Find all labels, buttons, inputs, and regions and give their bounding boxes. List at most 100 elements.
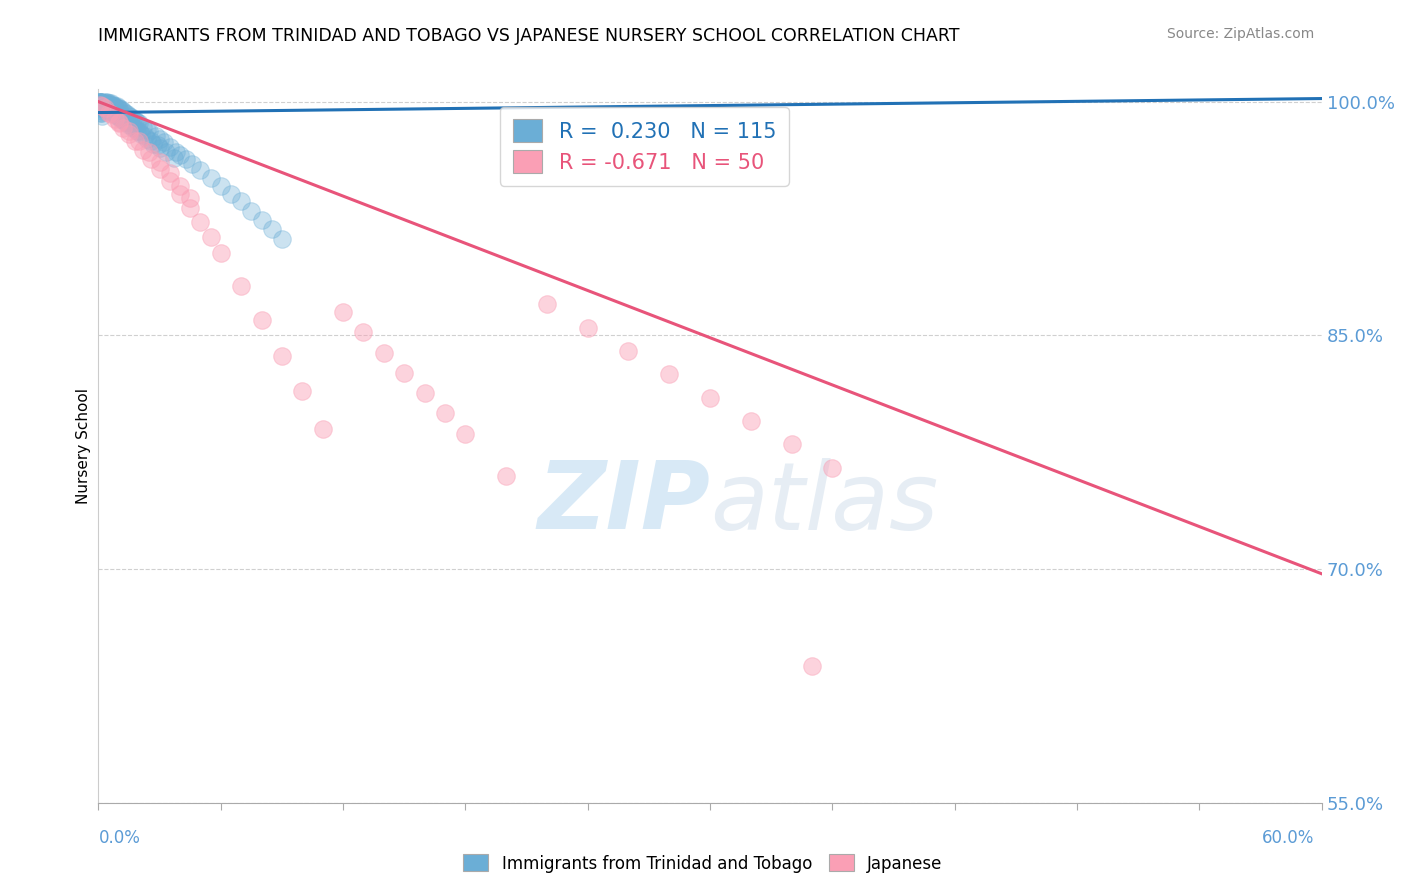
Point: [780, 437, 803, 451]
Point: [181, 157, 204, 171]
Point: [115, 115, 138, 129]
Point: [97, 96, 120, 111]
Point: [104, 99, 127, 113]
Point: [100, 103, 122, 118]
Point: [91, 96, 114, 111]
Point: [108, 103, 131, 117]
Point: [91, 103, 114, 118]
Point: [111, 112, 134, 126]
Point: [105, 101, 128, 115]
Point: [91, 97, 114, 112]
Point: [96, 97, 118, 112]
Text: 60.0%: 60.0%: [1263, 829, 1315, 847]
Point: [108, 115, 131, 129]
Point: [118, 109, 141, 123]
Point: [122, 121, 145, 136]
Point: [93, 97, 115, 112]
Point: [97, 105, 120, 120]
Point: [149, 132, 172, 146]
Point: [141, 134, 163, 148]
Point: [454, 426, 477, 441]
Point: [96, 99, 118, 113]
Point: [108, 101, 131, 115]
Point: [91, 101, 114, 115]
Point: [132, 120, 155, 134]
Point: [100, 103, 122, 117]
Point: [159, 140, 181, 154]
Point: [108, 116, 131, 130]
Point: [89, 95, 111, 109]
Point: [219, 186, 242, 201]
Point: [93, 101, 115, 115]
Point: [124, 121, 146, 136]
Point: [93, 101, 115, 115]
Point: [149, 161, 172, 176]
Point: [89, 97, 111, 112]
Point: [91, 99, 114, 113]
Point: [89, 99, 111, 113]
Point: [91, 109, 114, 123]
Point: [169, 147, 191, 161]
Point: [91, 95, 114, 109]
Point: [136, 132, 159, 146]
Point: [270, 349, 294, 363]
Point: [89, 95, 111, 109]
Point: [169, 186, 191, 201]
Point: [111, 113, 134, 128]
Point: [138, 124, 160, 138]
Point: [96, 99, 118, 113]
Point: [270, 232, 294, 246]
Point: [122, 112, 145, 126]
Point: [128, 124, 150, 138]
Point: [100, 99, 122, 113]
Text: Source: ZipAtlas.com: Source: ZipAtlas.com: [1167, 27, 1315, 41]
Point: [97, 97, 120, 112]
Point: [93, 99, 115, 113]
Point: [93, 97, 115, 112]
Point: [93, 96, 115, 111]
Point: [97, 101, 120, 115]
Point: [89, 96, 111, 111]
Point: [174, 153, 197, 167]
Point: [91, 99, 114, 113]
Point: [145, 128, 167, 143]
Legend: Immigrants from Trinidad and Tobago, Japanese: Immigrants from Trinidad and Tobago, Jap…: [457, 847, 949, 880]
Point: [821, 460, 844, 475]
Text: ZIP: ZIP: [537, 457, 710, 549]
Point: [124, 113, 146, 128]
Point: [169, 178, 191, 193]
Point: [91, 96, 114, 111]
Point: [129, 128, 152, 142]
Point: [163, 151, 186, 165]
Point: [231, 194, 253, 209]
Point: [155, 145, 177, 159]
Point: [352, 325, 374, 339]
Point: [96, 96, 118, 111]
Point: [91, 103, 114, 117]
Point: [392, 366, 416, 380]
Point: [111, 121, 134, 136]
Point: [200, 171, 222, 186]
Point: [105, 107, 128, 121]
Point: [120, 118, 142, 132]
Point: [146, 138, 169, 153]
Point: [124, 134, 146, 148]
Point: [104, 101, 127, 115]
Point: [434, 406, 457, 420]
Point: [141, 153, 163, 167]
Point: [89, 99, 111, 113]
Point: [89, 96, 111, 111]
Point: [149, 141, 172, 155]
Point: [127, 115, 149, 129]
Point: [740, 414, 762, 428]
Point: [801, 658, 824, 673]
Point: [699, 391, 721, 405]
Point: [96, 95, 118, 109]
Point: [179, 201, 201, 215]
Point: [101, 101, 124, 115]
Point: [101, 99, 124, 113]
Point: [97, 101, 120, 115]
Point: [120, 110, 142, 124]
Point: [97, 101, 120, 115]
Point: [110, 103, 132, 117]
